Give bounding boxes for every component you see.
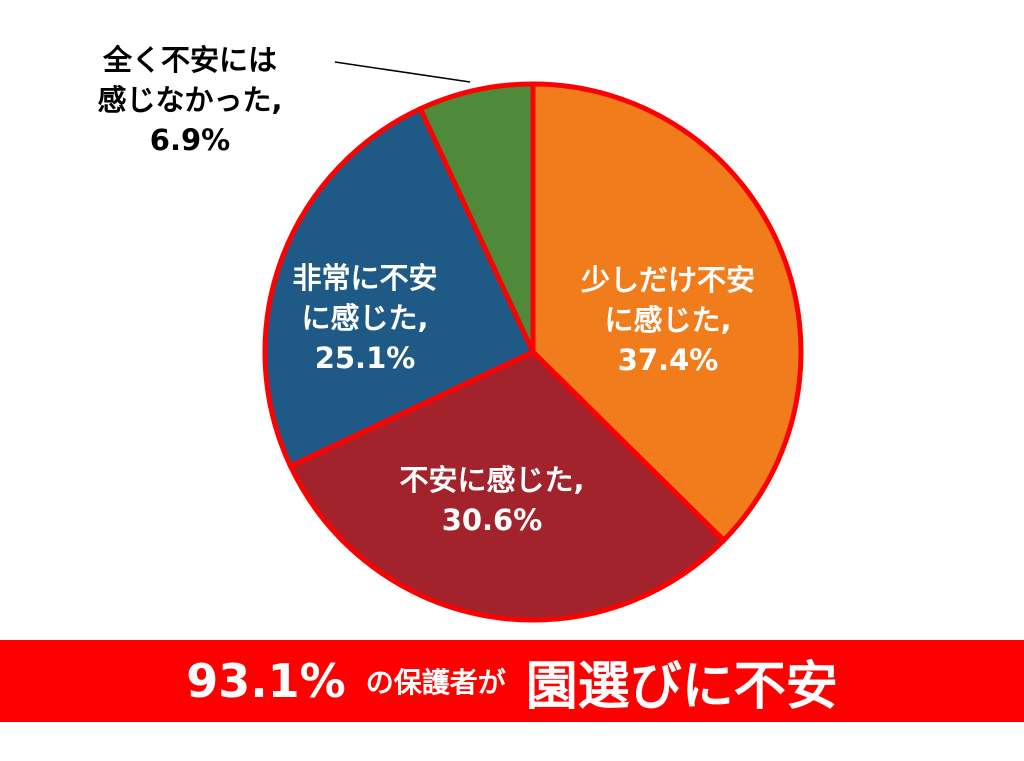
- slice-label: 少しだけ不安 に感じた, 37.4%: [581, 260, 755, 380]
- pie-slice: [417, 81, 536, 354]
- slice-label: 全く不安には 感じなかった, 6.9%: [97, 40, 282, 160]
- pie-chart: [262, 61, 804, 623]
- pie-slice: [287, 348, 728, 623]
- category-label: 不安に感じた,: [399, 463, 585, 497]
- category-label: 全く不安には 感じなかった,: [97, 43, 283, 117]
- slice-label: 不安に感じた, 30.6%: [399, 460, 584, 540]
- category-label: 非常に不安 に感じた,: [292, 261, 438, 335]
- value-label: 6.9%: [149, 123, 231, 157]
- category-label: 少しだけ不安 に感じた,: [580, 263, 756, 337]
- value-label: 30.6%: [441, 503, 543, 537]
- slice-label: 非常に不安 に感じた, 25.1%: [292, 258, 437, 378]
- value-label: 25.1%: [314, 341, 416, 375]
- banner-emphasis: 園選びに不安: [525, 656, 838, 717]
- pie-slice: [530, 81, 804, 544]
- value-label: 37.4%: [617, 343, 719, 377]
- pie-slice: [262, 105, 537, 470]
- banner-middle: の保護者が: [365, 666, 506, 699]
- banner-percent: 93.1%: [186, 654, 346, 708]
- leader-line: [334, 61, 471, 83]
- banner: 93.1% の保護者が 園選びに不安: [0, 640, 1024, 722]
